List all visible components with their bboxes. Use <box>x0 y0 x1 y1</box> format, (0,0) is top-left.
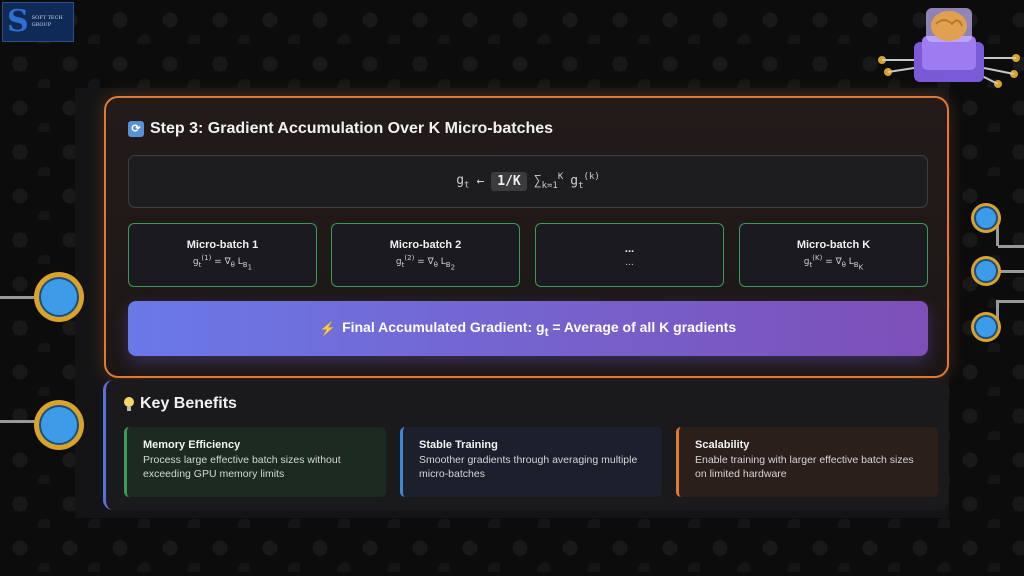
circuit-wire <box>996 300 999 324</box>
refresh-icon: ⟳ <box>128 121 144 137</box>
circuit-node-icon <box>34 272 84 322</box>
circuit-node-icon <box>971 256 1001 286</box>
logo-line-1: SOFT TECH <box>31 15 63 21</box>
formula-arrow: ← <box>476 174 485 189</box>
circuit-node-icon <box>971 312 1001 342</box>
benefit-heading: Memory Efficiency <box>143 439 241 451</box>
key-benefits-panel: Key Benefits Memory Efficiency Process l… <box>103 380 949 510</box>
circuit-wire <box>0 420 36 423</box>
circuit-wire <box>998 270 1024 273</box>
micro-batch-title: Micro-batch 2 <box>389 238 462 251</box>
company-logo: S SOFT TECH GROUP <box>2 2 74 42</box>
accumulation-formula: gt ← 1/K ∑k=1K gt(k) <box>128 155 928 208</box>
micro-batch-row: Micro-batch 1 gt(1) = ∇θ LB1 Micro-batch… <box>128 223 928 287</box>
lightbulb-icon <box>124 397 134 411</box>
micro-batch-card: Micro-batch K gt(K) = ∇θ LBK <box>739 223 928 287</box>
benefit-card-stable-training: Stable Training Smoother gradients throu… <box>400 427 662 497</box>
benefit-card-scalability: Scalability Enable training with larger … <box>676 427 938 497</box>
micro-batch-card: Micro-batch 2 gt(2) = ∇θ LB2 <box>331 223 520 287</box>
benefits-title: Key Benefits <box>124 395 237 413</box>
step-title-text: Step 3: Gradient Accumulation Over K Mic… <box>150 120 554 137</box>
benefit-description: Smoother gradients through averaging mul… <box>419 454 638 480</box>
brain-chip-illustration <box>878 8 1020 88</box>
micro-batch-formula: gt(1) = ∇θ LB1 <box>192 253 253 272</box>
circuit-wire <box>998 245 1024 248</box>
benefit-heading: Scalability <box>695 439 750 451</box>
micro-batch-formula: gt(K) = ∇θ LBK <box>803 253 864 272</box>
micro-batch-card: Micro-batch 1 gt(1) = ∇θ LB1 <box>128 223 317 287</box>
micro-batch-card-ellipsis: ... ... <box>535 223 724 287</box>
circuit-node-icon <box>34 400 84 450</box>
circuit-wire <box>0 296 36 299</box>
logo-letter: S <box>7 4 29 39</box>
final-gradient-text: Final Accumulated Gradient: gt = Average… <box>342 318 737 339</box>
circuit-wire <box>996 216 999 246</box>
circuit-node-icon <box>971 203 1001 233</box>
circuit-wire <box>998 300 1024 303</box>
formula-coefficient: 1/K <box>491 172 527 191</box>
benefit-card-memory-efficiency: Memory Efficiency Process large effectiv… <box>124 427 386 497</box>
micro-batch-title: ... <box>624 242 635 255</box>
benefit-description: Process large effective batch sizes with… <box>143 454 341 480</box>
benefit-heading: Stable Training <box>419 439 498 451</box>
step-title: ⟳ Step 3: Gradient Accumulation Over K M… <box>128 120 553 138</box>
formula-sum: ∑k=1K <box>533 172 564 191</box>
benefits-title-text: Key Benefits <box>140 395 237 412</box>
micro-batch-formula: gt(2) = ∇θ LB2 <box>395 253 456 272</box>
lightning-bolt-icon: ⚡ <box>319 320 337 336</box>
micro-batch-title: Micro-batch K <box>796 238 871 251</box>
benefit-description: Enable training with larger effective ba… <box>695 454 914 480</box>
micro-batch-title: Micro-batch 1 <box>186 238 259 251</box>
formula-rhs: gt(k) <box>570 172 600 191</box>
formula-lhs: gt <box>456 172 470 191</box>
micro-batch-formula: ... <box>625 257 634 268</box>
logo-line-2: GROUP <box>31 22 52 28</box>
final-gradient-banner: ⚡ Final Accumulated Gradient: gt = Avera… <box>128 301 928 356</box>
step-3-card: ⟳ Step 3: Gradient Accumulation Over K M… <box>104 96 949 378</box>
